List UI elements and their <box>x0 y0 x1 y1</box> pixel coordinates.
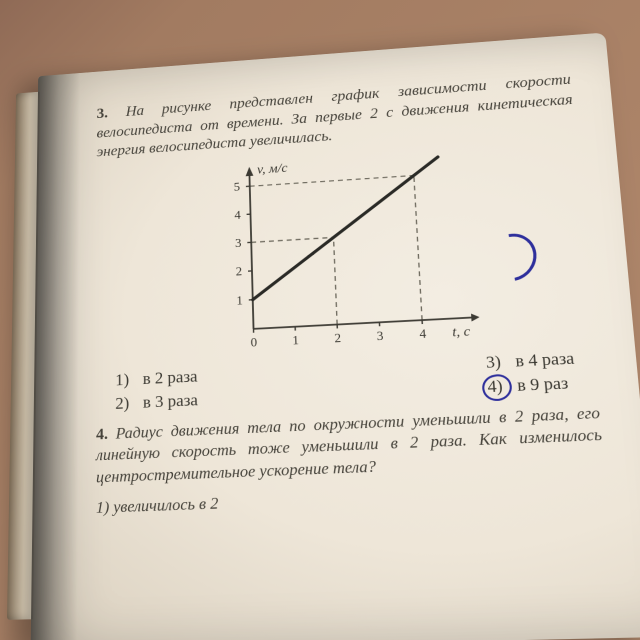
answer-col-right: 3) в 4 раза 4) в 9 раз <box>485 348 577 397</box>
question-4-number: 4. <box>96 426 108 443</box>
svg-text:v, м/с: v, м/с <box>257 160 288 177</box>
q4-hint-text: 1) увеличилось в 2 <box>96 495 219 517</box>
answer-1-num: 1) <box>115 370 137 391</box>
question-4-text: 4. Радиус движения тела по окружности ум… <box>96 402 605 489</box>
svg-text:0: 0 <box>250 335 257 350</box>
answer-3: 3) в 4 раза <box>485 348 575 372</box>
question-3-text: 3. На рисунке представлен график зависим… <box>97 70 575 163</box>
answer-1: 1) в 2 раза <box>115 367 197 390</box>
answer-4-num: 4) <box>487 376 512 397</box>
question-3-number: 3. <box>97 106 108 122</box>
svg-text:3: 3 <box>235 236 242 250</box>
desk-surface: 3. На рисунке представлен график зависим… <box>0 0 640 640</box>
question-3-body: На рисунке представлен график зависимост… <box>97 72 573 160</box>
answer-3-text: в 4 раза <box>515 348 575 371</box>
svg-text:1: 1 <box>292 333 299 348</box>
svg-text:5: 5 <box>234 180 241 194</box>
answer-1-text: в 2 раза <box>143 367 198 389</box>
answer-4-text: в 9 раз <box>516 373 568 396</box>
answer-2-text: в 3 раза <box>143 390 198 412</box>
textbook-page: 3. На рисунке представлен график зависим… <box>31 32 640 640</box>
answer-3-num: 3) <box>485 351 510 372</box>
chart-svg: 1 2 3 4 5 0 1 2 3 4 v, м/с t, с <box>195 144 483 360</box>
svg-text:2: 2 <box>236 264 243 278</box>
book-binding-shadow <box>31 73 81 640</box>
svg-text:2: 2 <box>334 330 341 345</box>
svg-text:1: 1 <box>236 293 243 308</box>
svg-text:t, с: t, с <box>452 323 471 340</box>
answer-2-num: 2) <box>115 393 137 414</box>
answer-col-left: 1) в 2 раза 2) в 3 раза <box>115 367 198 414</box>
question-4-body: Радиус движения тела по окружности умень… <box>96 404 603 486</box>
answer-options: 1) в 2 раза 2) в 3 раза 3) в 4 раза 4) в… <box>115 348 577 413</box>
svg-text:4: 4 <box>419 326 427 341</box>
pen-scribble <box>478 225 547 290</box>
velocity-time-chart: 1 2 3 4 5 0 1 2 3 4 v, м/с t, с <box>195 144 483 360</box>
answer-4: 4) в 9 раз <box>487 373 577 397</box>
answer-2: 2) в 3 раза <box>115 390 198 413</box>
svg-text:3: 3 <box>376 328 383 343</box>
svg-text:4: 4 <box>234 207 241 221</box>
